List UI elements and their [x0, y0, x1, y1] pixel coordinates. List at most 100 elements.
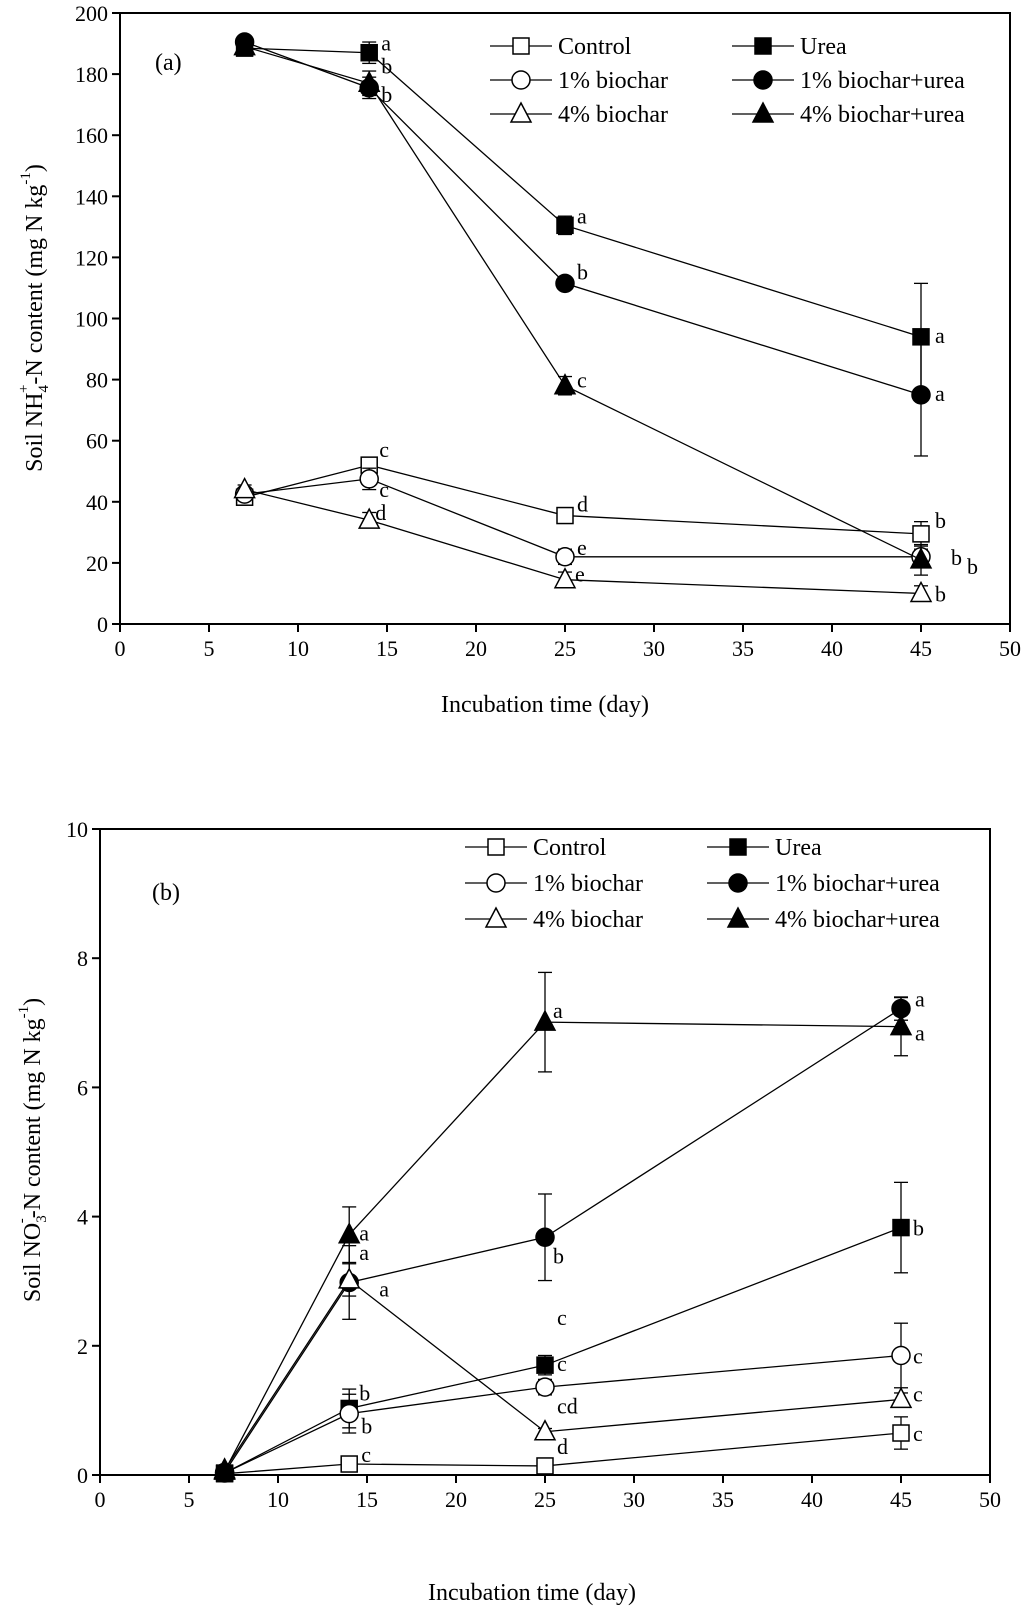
legend-marker-square-open-icon [512, 37, 530, 55]
significance-label: b [935, 508, 946, 533]
legend-item-control: Control [490, 34, 632, 60]
y-tick-label-a: 160 [75, 123, 108, 148]
significance-label: c [557, 1351, 567, 1376]
legend-label: 4% biochar+urea [775, 907, 940, 933]
data-point [339, 1403, 359, 1424]
x-tick-label-a: 5 [204, 636, 215, 661]
data-point [535, 1227, 555, 1248]
significance-label: c [557, 1305, 567, 1330]
significance-label: c [379, 437, 389, 462]
y-tick-label-b: 6 [77, 1075, 88, 1100]
data-point [233, 33, 256, 56]
significance-label: c [913, 1421, 923, 1446]
x-tick-label-b: 5 [184, 1487, 195, 1512]
legend-marker-circle-filled-icon [728, 873, 748, 893]
significance-label: a [915, 1021, 925, 1046]
x-tick-label-a: 45 [910, 636, 932, 661]
significance-label: c [379, 477, 389, 502]
y-axis-title-b-suffix: -N content (mg N kg [20, 1018, 46, 1218]
legend-item-1pct-biochar: 1% biochar [465, 871, 643, 897]
legend-label: 1% biochar+urea [800, 68, 965, 94]
significance-label: d [375, 500, 386, 525]
significance-label: a [577, 203, 587, 228]
y-axis-title-b-sup: - [14, 1218, 30, 1223]
legend-item-control: Control [465, 835, 607, 861]
y-axis-title-a-unit-sup: -1 [18, 172, 34, 185]
x-tick-label-b: 35 [712, 1487, 734, 1512]
significance-label: d [557, 1434, 568, 1459]
x-tick-label-b: 20 [445, 1487, 467, 1512]
y-tick-label-a: 0 [97, 612, 108, 637]
series-line [224, 1021, 902, 1472]
legend-item-urea: Urea [732, 34, 847, 60]
x-tick-label-b: 0 [95, 1487, 106, 1512]
y-axis-title-a-sub: 4 [36, 385, 52, 393]
y-axis-title-a-suffix: -N content (mg N kg [22, 185, 48, 385]
y-tick-label-a: 60 [86, 429, 108, 454]
legend-marker-circle-filled-icon [753, 70, 773, 90]
x-tick-label-a: 30 [643, 636, 665, 661]
significance-label: b [359, 1380, 370, 1405]
data-point [337, 1222, 361, 1244]
y-axis-title-b-unit-sup: -1 [16, 1006, 32, 1019]
series-control-a: cdb [235, 437, 946, 547]
data-point [535, 1377, 555, 1397]
data-point [892, 1218, 910, 1237]
legend-marker-square-filled-icon [729, 838, 747, 856]
panel-b: (b) Incubation time (day) Soil NO3--N co… [14, 817, 1001, 1606]
significance-label: a [935, 323, 945, 348]
panel-label-a: (a) [155, 50, 182, 76]
significance-label: a [915, 987, 925, 1012]
y-axis-title-b-sub: 3 [34, 1215, 50, 1223]
significance-label: cd [557, 1394, 578, 1419]
data-point [889, 1014, 913, 1036]
y-axis-title-a-prefix: Soil NH [22, 393, 48, 472]
legend-label: 1% biochar [533, 871, 643, 897]
x-tick-label-b: 10 [267, 1487, 289, 1512]
y-tick-label-b: 0 [77, 1463, 88, 1488]
y-tick-label-a: 120 [75, 245, 108, 270]
significance-label: a [381, 31, 391, 56]
data-point [912, 525, 930, 543]
x-tick-label-b: 25 [534, 1487, 556, 1512]
significance-label: c [361, 1442, 371, 1467]
data-point [892, 1424, 910, 1442]
legend-item-4pct-biochar-plus-urea: 4% biochar+urea [707, 906, 940, 933]
series-1pct-biochar-a: c e b [234, 467, 962, 570]
y-axis-title-a-close: ) [22, 164, 48, 172]
x-tick-label-a: 10 [287, 636, 309, 661]
x-tick-label-b: 40 [801, 1487, 823, 1512]
y-tick-label-b: 10 [66, 817, 88, 842]
significance-label: b [577, 259, 588, 284]
significance-label: c [913, 1343, 923, 1368]
series-line [244, 45, 922, 561]
significance-label: b [913, 1216, 924, 1241]
data-point [360, 43, 378, 62]
legend-a: Control Urea 1% biochar 1% biochar+urea 4% b… [490, 34, 965, 128]
significance-label: a [359, 1240, 369, 1265]
legend-label: Control [558, 34, 632, 60]
significance-label: d [577, 492, 588, 517]
series-urea-b: bcb [215, 1181, 924, 1482]
data-point [556, 506, 574, 525]
data-point [556, 216, 574, 235]
legend-marker-triangle-open-icon [484, 906, 508, 928]
x-tick-label-a: 0 [115, 636, 126, 661]
series-line [244, 464, 922, 535]
y-axis-title-a-sup: + [16, 385, 32, 393]
data-point [340, 1455, 358, 1473]
legend-label: 4% biochar+urea [800, 102, 965, 128]
x-tick-label-b: 30 [623, 1487, 645, 1512]
legend-marker-square-open-icon [487, 838, 505, 856]
legend-item-1pct-biochar-plus-urea: 1% biochar+urea [707, 871, 940, 897]
significance-label: b [951, 545, 962, 570]
significance-label: b [381, 53, 392, 78]
legend-b: Control Urea 1% biochar 1% biochar+urea 4% b… [465, 835, 940, 933]
series-line [244, 478, 921, 558]
significance-label: b [361, 1414, 372, 1439]
data-point [337, 1267, 361, 1289]
series-line [224, 1354, 902, 1474]
legend-label: Urea [800, 34, 847, 60]
significance-label: e [577, 535, 587, 560]
